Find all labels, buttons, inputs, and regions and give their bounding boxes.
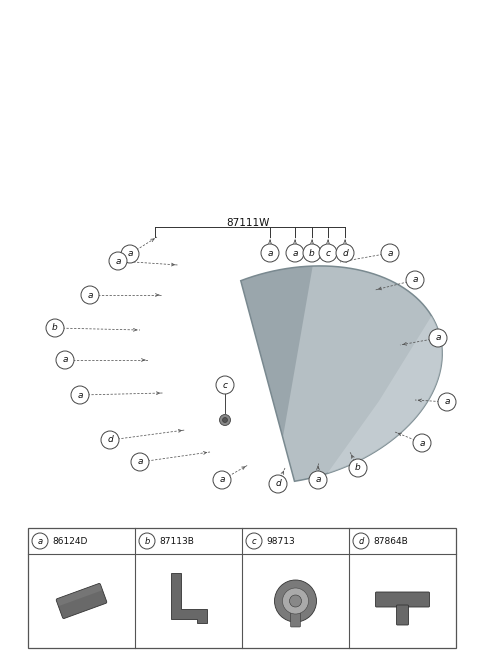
- Text: c: c: [252, 537, 256, 546]
- Circle shape: [303, 244, 321, 262]
- Text: 87111W: 87111W: [226, 218, 270, 228]
- Text: a: a: [315, 476, 321, 485]
- Text: a: a: [292, 249, 298, 258]
- Circle shape: [429, 329, 447, 347]
- Text: b: b: [144, 537, 150, 546]
- Text: a: a: [444, 398, 450, 407]
- Circle shape: [283, 588, 309, 614]
- Text: a: a: [267, 249, 273, 258]
- Text: a: a: [115, 256, 121, 266]
- Circle shape: [246, 533, 262, 549]
- FancyBboxPatch shape: [28, 528, 456, 648]
- Circle shape: [406, 271, 424, 289]
- Text: 86124D: 86124D: [52, 537, 87, 546]
- FancyBboxPatch shape: [396, 605, 408, 625]
- Text: a: a: [412, 276, 418, 285]
- Circle shape: [438, 393, 456, 411]
- Circle shape: [349, 459, 367, 477]
- Text: a: a: [137, 457, 143, 466]
- Circle shape: [213, 471, 231, 489]
- FancyBboxPatch shape: [375, 592, 430, 607]
- Circle shape: [32, 533, 48, 549]
- FancyBboxPatch shape: [56, 583, 107, 619]
- Circle shape: [289, 595, 301, 607]
- Polygon shape: [241, 266, 442, 482]
- Polygon shape: [327, 316, 442, 474]
- Text: a: a: [419, 438, 425, 447]
- Text: b: b: [52, 323, 58, 333]
- Text: d: d: [358, 537, 364, 546]
- Text: a: a: [87, 291, 93, 300]
- Circle shape: [109, 252, 127, 270]
- Circle shape: [46, 319, 64, 337]
- Text: d: d: [342, 249, 348, 258]
- Circle shape: [286, 244, 304, 262]
- Circle shape: [71, 386, 89, 404]
- Text: 98713: 98713: [266, 537, 295, 546]
- Text: a: a: [387, 249, 393, 258]
- Circle shape: [381, 244, 399, 262]
- Circle shape: [219, 415, 230, 426]
- Circle shape: [269, 475, 287, 493]
- Circle shape: [319, 244, 337, 262]
- Text: b: b: [355, 464, 361, 472]
- Text: a: a: [77, 390, 83, 400]
- Text: c: c: [223, 380, 228, 390]
- Circle shape: [353, 533, 369, 549]
- Text: 87864B: 87864B: [373, 537, 408, 546]
- Circle shape: [223, 417, 228, 422]
- Text: a: a: [219, 476, 225, 485]
- Circle shape: [216, 376, 234, 394]
- Text: b: b: [309, 249, 315, 258]
- Circle shape: [121, 245, 139, 263]
- Circle shape: [131, 453, 149, 471]
- FancyBboxPatch shape: [290, 613, 300, 627]
- Text: a: a: [435, 333, 441, 342]
- Text: a: a: [62, 356, 68, 365]
- Circle shape: [81, 286, 99, 304]
- Circle shape: [139, 533, 155, 549]
- Text: a: a: [127, 249, 133, 258]
- Circle shape: [261, 244, 279, 262]
- Circle shape: [309, 471, 327, 489]
- Circle shape: [275, 580, 316, 622]
- FancyBboxPatch shape: [57, 584, 102, 605]
- Text: c: c: [325, 249, 331, 258]
- Polygon shape: [170, 573, 206, 623]
- Circle shape: [56, 351, 74, 369]
- Circle shape: [336, 244, 354, 262]
- Text: 87113B: 87113B: [159, 537, 194, 546]
- Text: a: a: [37, 537, 43, 546]
- Circle shape: [413, 434, 431, 452]
- Circle shape: [101, 431, 119, 449]
- Text: d: d: [275, 480, 281, 489]
- Text: d: d: [107, 436, 113, 445]
- Polygon shape: [241, 266, 312, 438]
